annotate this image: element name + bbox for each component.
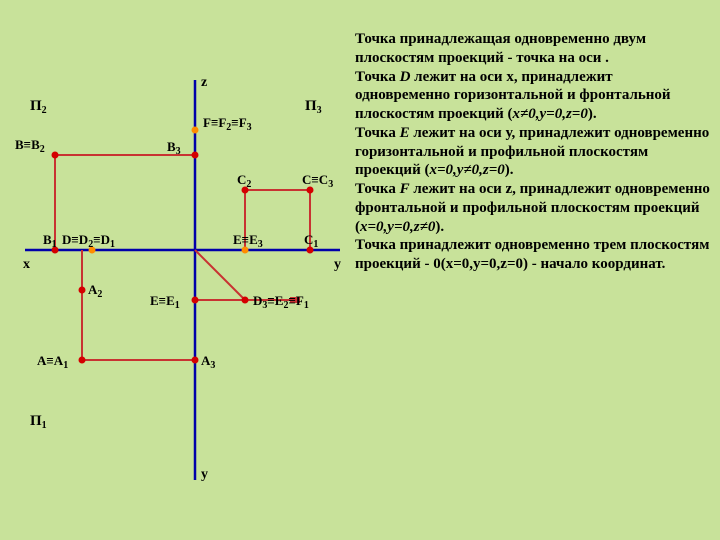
svg-text:П2: П2 [30,98,47,116]
para-origin: Точка принадлежит одновременно трем плос… [355,236,710,274]
svg-text:A≡A1: A≡A1 [37,353,68,371]
projection-diagram: zyxyП2П3П1F≡F2≡F3B≡B2B3C2C≡C3B1D≡D2≡D1E≡… [0,0,350,540]
para-axis-general: Точка принадлежащая одновременно двум пл… [355,30,710,68]
svg-text:y: y [334,257,341,272]
para-point-f: Точка F лежит на оси z, принадлежит одно… [355,180,710,236]
svg-text:F≡F2≡F3: F≡F2≡F3 [203,115,252,133]
svg-text:E≡E1: E≡E1 [150,293,180,311]
svg-text:z: z [201,75,207,90]
svg-text:D3≡E2≡F1: D3≡E2≡F1 [253,293,309,311]
para-point-d: Точка D лежит на оси х, принадлежит одно… [355,68,710,124]
svg-text:B≡B2: B≡B2 [15,137,45,155]
svg-text:П1: П1 [30,413,47,431]
svg-text:x: x [23,257,30,272]
para-point-e: Точка Е лежит на оси у, принадлежит одно… [355,124,710,180]
text-pane: Точка принадлежащая одновременно двум пл… [350,0,720,540]
svg-text:П3: П3 [305,98,322,116]
svg-text:A3: A3 [201,353,215,371]
svg-text:C≡C3: C≡C3 [302,172,333,190]
diagram-pane: zyxyП2П3П1F≡F2≡F3B≡B2B3C2C≡C3B1D≡D2≡D1E≡… [0,0,350,540]
svg-text:A2: A2 [88,282,102,300]
svg-text:E≡E3: E≡E3 [233,232,263,250]
svg-text:y: y [201,467,208,482]
svg-text:D≡D2≡D1: D≡D2≡D1 [62,232,115,250]
